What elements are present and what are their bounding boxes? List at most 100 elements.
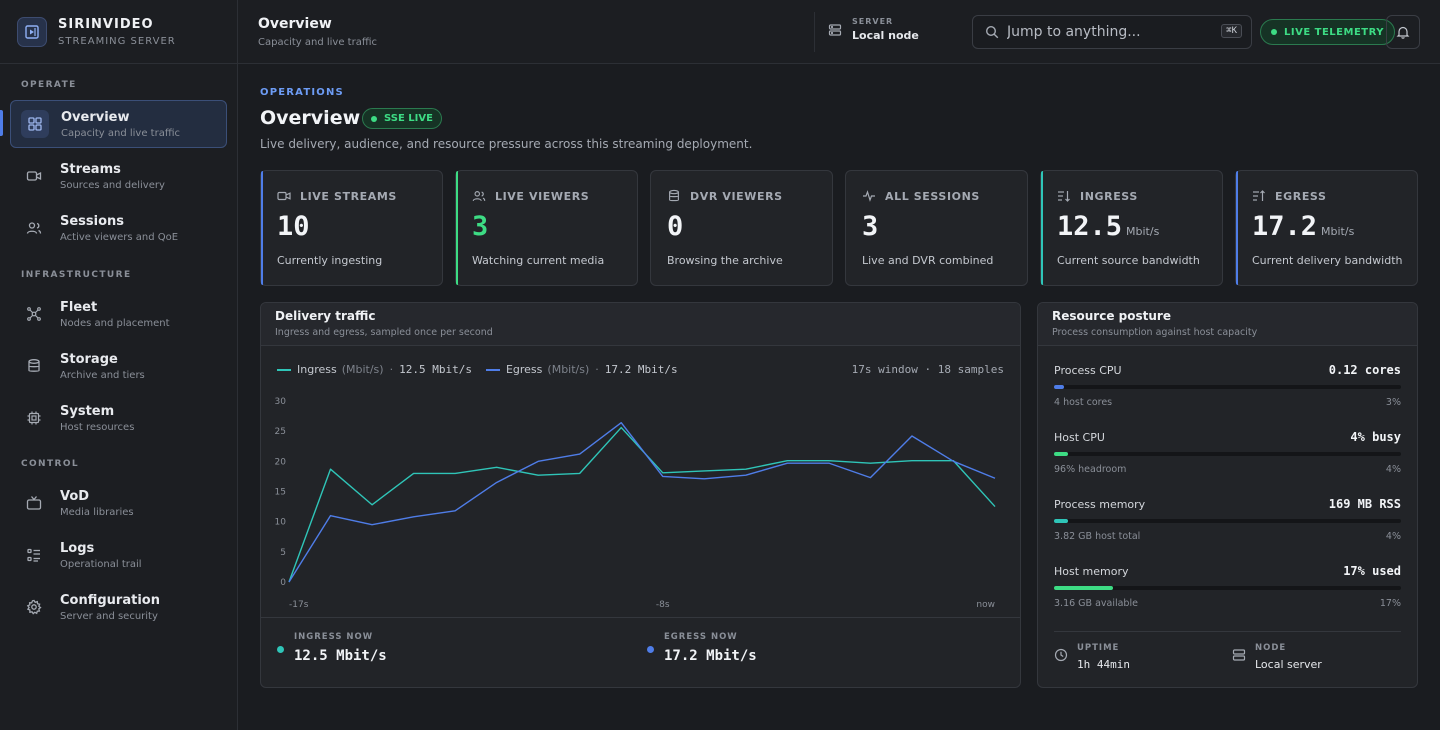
brand-logo-icon — [17, 16, 47, 47]
y-tick-label: 30 — [275, 397, 287, 407]
nav-label: Logs — [60, 540, 95, 556]
notifications-button[interactable] — [1386, 15, 1420, 49]
stat-label: DVR VIEWERS — [690, 189, 783, 203]
x-tick-label: now — [976, 600, 995, 610]
resource-percent: 4% — [1385, 464, 1401, 475]
stat-description: Current delivery bandwidth — [1252, 254, 1403, 267]
legend-value-egress: 17.2 Mbit/s — [604, 363, 678, 376]
stat-card-egress[interactable]: EGRESS 17.2 Mbit/s Current delivery bandw… — [1235, 170, 1418, 286]
page-title: Overview — [260, 107, 361, 129]
grid-icon — [21, 110, 49, 138]
search-box[interactable]: ⌘K — [972, 15, 1252, 49]
sidebar-item-vod[interactable]: VoD Media libraries — [10, 479, 227, 527]
server-selector[interactable]: SERVER Local node — [828, 17, 919, 42]
server-value: Local node — [852, 29, 919, 42]
brand-subtitle: STREAMING SERVER — [58, 35, 176, 47]
panel-title: Resource posture — [1052, 309, 1171, 323]
stat-value: 3 — [862, 211, 878, 242]
nav-label: Storage — [60, 351, 118, 367]
stat-card-dvr-viewers[interactable]: DVR VIEWERS 0 Browsing the archive — [650, 170, 833, 286]
stat-number: 0 — [667, 211, 684, 242]
legend-separator: · — [595, 363, 599, 376]
nav-section-infrastructure: INFRASTRUCTURE — [21, 270, 132, 280]
sidebar-item-configuration[interactable]: Configuration Server and security — [10, 583, 227, 631]
stat-label: EGRESS — [1275, 189, 1327, 203]
series-line-egress — [288, 422, 996, 583]
search-input[interactable] — [1007, 24, 1207, 40]
stat-label: INGRESS — [1080, 189, 1138, 203]
database-icon — [20, 352, 48, 380]
stat-card-ingress[interactable]: INGRESS 12.5 Mbit/s Current source bandwi… — [1040, 170, 1223, 286]
chip-icon — [20, 404, 48, 432]
sidebar-item-sessions[interactable]: Sessions Active viewers and QoE — [10, 204, 227, 252]
gear-icon — [20, 593, 48, 621]
node-value: Local server — [1255, 658, 1322, 671]
resource-process-cpu: Process CPU 0.12 cores 4 host cores 3% — [1054, 363, 1401, 408]
stat-number: 3 — [862, 211, 879, 242]
now-value: 17.2 Mbit/s — [664, 648, 757, 664]
nav-sub: Media libraries — [60, 506, 134, 518]
stat-label: LIVE STREAMS — [300, 189, 397, 203]
live-telemetry-badge[interactable]: LIVE TELEMETRY — [1260, 19, 1395, 45]
sidebar-item-streams[interactable]: Streams Sources and delivery — [10, 152, 227, 200]
brand-name: SIRINVIDEO — [58, 16, 154, 32]
sidebar-item-system[interactable]: System Host resources — [10, 394, 227, 442]
stat-card-all-sessions[interactable]: ALL SESSIONS 3 Live and DVR combined — [845, 170, 1028, 286]
y-tick-label: 20 — [275, 457, 287, 467]
nav-sub: Host resources — [60, 421, 135, 433]
nav-sub: Operational trail — [60, 558, 142, 570]
resource-posture-panel: Resource posture Process consumption aga… — [1037, 302, 1418, 688]
top-header: Overview Capacity and live traffic SERVE… — [238, 0, 1440, 64]
stat-accent — [1236, 171, 1238, 285]
resource-host-memory: Host memory 17% used 3.16 GB available 17% — [1054, 564, 1401, 609]
stat-number: 17.2 — [1252, 211, 1318, 242]
sidebar-item-logs[interactable]: Logs Operational trail — [10, 531, 227, 579]
nav-sub: Server and security — [60, 610, 158, 622]
nav-sub: Active viewers and QoE — [60, 231, 179, 243]
y-tick-label: 0 — [280, 578, 286, 588]
legend-swatch-ingress — [277, 368, 291, 371]
video-icon — [20, 162, 48, 190]
stat-label: ALL SESSIONS — [885, 189, 980, 203]
stat-value: 3 — [472, 211, 488, 242]
legend-unit-ingress: (Mbit/s) — [341, 363, 384, 376]
panel-subtitle: Process consumption against host capacit… — [1052, 327, 1258, 338]
legend-name-ingress: Ingress — [297, 363, 337, 376]
nav-label: Overview — [61, 109, 130, 125]
resource-bar — [1054, 452, 1401, 456]
panel-header: Resource posture Process consumption aga… — [1038, 303, 1417, 346]
users-icon — [20, 214, 48, 242]
chart-window-info: 17s window · 18 samples — [851, 363, 1004, 376]
nav-label: VoD — [60, 488, 90, 504]
uptime-block: UPTIME 1h 44min — [1054, 643, 1130, 671]
stat-number: 3 — [472, 211, 489, 242]
stat-card-live-viewers[interactable]: LIVE VIEWERS 3 Watching current media — [455, 170, 638, 286]
legend-swatch-egress — [485, 368, 500, 371]
stat-number: 10 — [277, 211, 310, 242]
now-values-row: INGRESS NOW 12.5 Mbit/s EGRESS NOW 17.2 … — [261, 617, 1020, 687]
sort-up-icon — [1252, 189, 1266, 203]
stat-description: Browsing the archive — [667, 254, 783, 267]
panel-title: Delivery traffic — [275, 309, 376, 323]
nav-label: Sessions — [60, 213, 125, 229]
sidebar-item-storage[interactable]: Storage Archive and tiers — [10, 342, 227, 390]
brand[interactable]: SIRINVIDEO STREAMING SERVER — [0, 0, 237, 64]
node-block: NODE Local server — [1232, 643, 1322, 671]
series-line-ingress — [288, 426, 996, 583]
search-shortcut-hint: ⌘K — [1221, 24, 1242, 38]
sidebar-item-overview[interactable]: Overview Capacity and live traffic — [10, 100, 227, 148]
sidebar-item-fleet[interactable]: Fleet Nodes and placement — [10, 290, 227, 338]
stat-card-live-streams[interactable]: LIVE STREAMS 10 Currently ingesting — [260, 170, 443, 286]
delivery-traffic-panel: Delivery traffic Ingress and egress, sam… — [260, 302, 1021, 688]
tv-icon — [20, 489, 48, 517]
resource-bar — [1054, 586, 1401, 590]
live-dot-icon — [371, 115, 377, 122]
nav-sub: Archive and tiers — [60, 369, 145, 381]
resource-value: 17% used — [1343, 564, 1401, 578]
nav-sub: Nodes and placement — [60, 317, 170, 329]
resource-bar-fill — [1054, 452, 1068, 456]
camera-icon — [277, 189, 291, 203]
list-icon — [20, 541, 48, 569]
resource-process-memory: Process memory 169 MB RSS 3.82 GB host to… — [1054, 497, 1401, 542]
resource-bar-fill — [1054, 385, 1065, 389]
